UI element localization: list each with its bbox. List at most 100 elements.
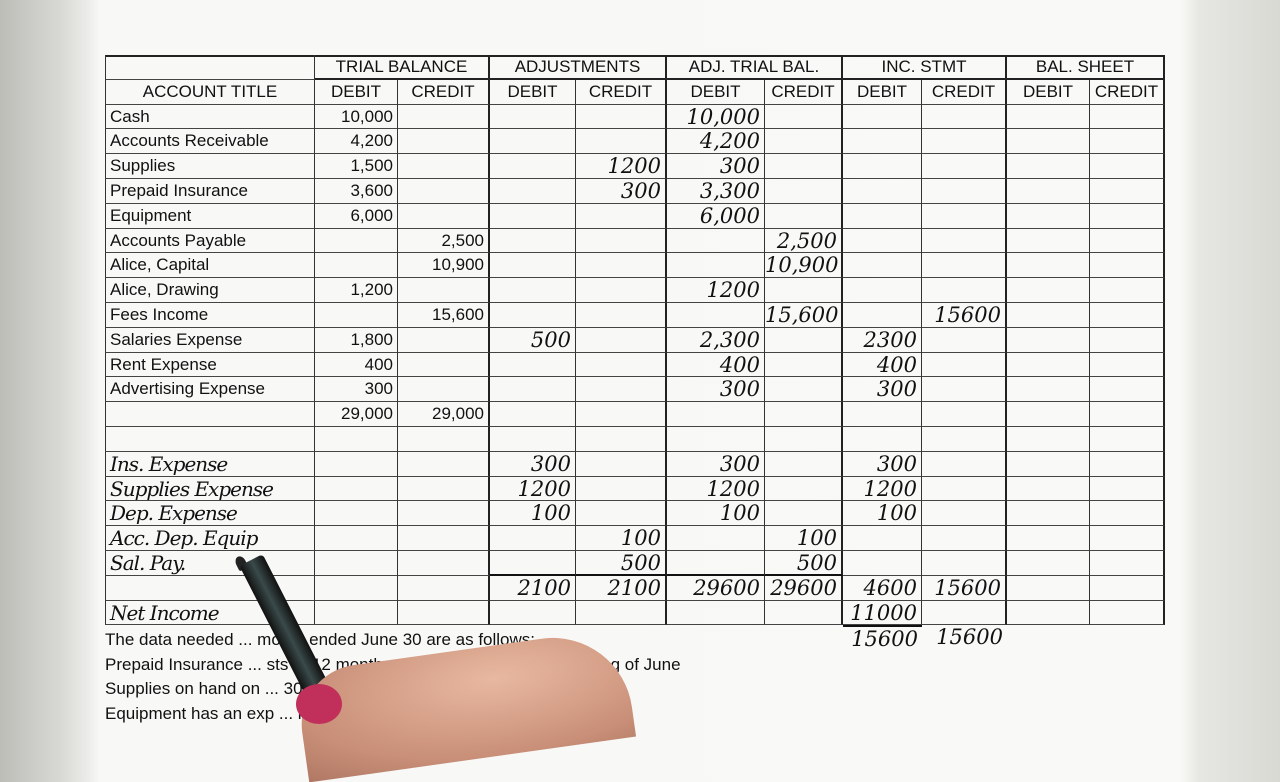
amount-cell: 100 — [576, 526, 667, 551]
amount-cell — [398, 600, 490, 626]
amount-cell — [1090, 278, 1165, 303]
amount-cell — [843, 253, 922, 279]
amount-cell: 15,600 — [398, 303, 490, 328]
amount-cell — [1090, 179, 1165, 204]
amount-cell: 100 — [765, 526, 843, 551]
amount-cell — [576, 600, 667, 626]
amount-cell — [576, 129, 667, 155]
account-title — [105, 427, 315, 452]
amount-cell — [576, 476, 667, 502]
amount-cell: 4600 — [843, 575, 922, 601]
amount-cell: 29600 — [667, 575, 765, 601]
account-title — [105, 575, 315, 601]
account-title: Rent Expense — [105, 352, 315, 378]
amount-cell — [576, 352, 667, 378]
amount-cell — [843, 179, 922, 204]
amount-cell — [1007, 253, 1090, 279]
amount-cell — [1007, 179, 1090, 204]
amount-cell: 500 — [490, 327, 576, 353]
amount-cell — [922, 327, 1007, 353]
amount-cell — [398, 154, 490, 179]
amount-cell — [1090, 352, 1165, 378]
amount-cell — [576, 278, 667, 303]
amount-cell: 15600 — [922, 575, 1007, 601]
amount-cell — [1007, 278, 1090, 303]
amount-cell — [1007, 104, 1090, 130]
amount-cell — [765, 154, 843, 179]
amount-cell — [490, 377, 576, 403]
amount-cell — [1090, 203, 1165, 229]
amount-cell — [315, 228, 398, 254]
worksheet-notes: The data needed ... month ended June 30 … — [105, 628, 681, 726]
amount-cell — [490, 179, 576, 204]
amount-cell — [315, 501, 398, 527]
amount-cell — [490, 600, 576, 626]
amount-cell — [1090, 551, 1165, 576]
amount-cell — [843, 228, 922, 254]
amount-cell — [1007, 427, 1090, 452]
amount-cell — [1090, 476, 1165, 502]
account-title: Sal. Pay. — [105, 551, 315, 576]
amount-cell: 300 — [667, 377, 765, 403]
amount-cell — [1007, 303, 1090, 328]
amount-cell — [490, 303, 576, 328]
amount-cell — [398, 179, 490, 204]
amount-cell — [1090, 501, 1165, 527]
amount-cell — [843, 526, 922, 551]
amount-cell — [576, 427, 667, 452]
amount-cell — [922, 228, 1007, 254]
account-title: Acc. Dep. Equip — [105, 526, 315, 551]
amount-cell: 1200 — [576, 154, 667, 179]
amount-cell — [398, 526, 490, 551]
note-line: Supplies on hand on ... 30 ... — [105, 679, 322, 698]
amount-cell — [490, 129, 576, 155]
amount-cell — [922, 278, 1007, 303]
amount-cell — [843, 427, 922, 452]
amount-cell: 1200 — [843, 476, 922, 502]
amount-cell — [922, 129, 1007, 155]
amount-cell — [765, 327, 843, 353]
fingernail — [296, 684, 342, 724]
amount-cell — [667, 600, 765, 626]
amount-cell — [490, 203, 576, 229]
amount-cell — [765, 352, 843, 378]
account-title-header: ACCOUNT TITLE — [105, 79, 315, 105]
amount-cell — [398, 203, 490, 229]
amount-cell — [922, 526, 1007, 551]
amount-cell: 4,200 — [667, 129, 765, 155]
amount-cell — [843, 104, 922, 130]
note-line: Equipment has an exp ... hs) — [105, 703, 322, 723]
column-header-debit: DEBIT — [490, 79, 576, 105]
amount-cell — [1090, 253, 1165, 279]
amount-cell — [1090, 104, 1165, 130]
amount-cell — [398, 476, 490, 502]
amount-cell — [1007, 203, 1090, 229]
amount-cell: 15600 — [922, 303, 1007, 328]
amount-cell: 300 — [667, 451, 765, 477]
amount-cell — [765, 377, 843, 403]
account-title: Accounts Payable — [105, 228, 315, 254]
amount-cell: 29,000 — [315, 402, 398, 427]
group-header: INC. STMT — [843, 55, 1007, 80]
account-title: Advertising Expense — [105, 377, 315, 403]
account-title: Cash — [105, 104, 315, 130]
amount-cell: 10,000 — [667, 104, 765, 130]
amount-cell — [667, 402, 765, 427]
amount-cell — [398, 278, 490, 303]
amount-cell — [765, 402, 843, 427]
amount-cell: 500 — [576, 551, 667, 576]
amount-cell — [398, 427, 490, 452]
amount-cell — [1090, 129, 1165, 155]
amount-cell — [576, 203, 667, 229]
amount-cell — [315, 575, 398, 601]
amount-cell: 300 — [667, 154, 765, 179]
amount-cell — [490, 402, 576, 427]
amount-cell — [667, 228, 765, 254]
amount-cell: 11000 — [843, 600, 922, 626]
amount-cell: 6,000 — [667, 203, 765, 229]
account-title: Supplies — [105, 154, 315, 179]
amount-cell — [667, 303, 765, 328]
amount-cell: 6,000 — [315, 203, 398, 229]
amount-cell — [1090, 526, 1165, 551]
amount-cell — [667, 526, 765, 551]
